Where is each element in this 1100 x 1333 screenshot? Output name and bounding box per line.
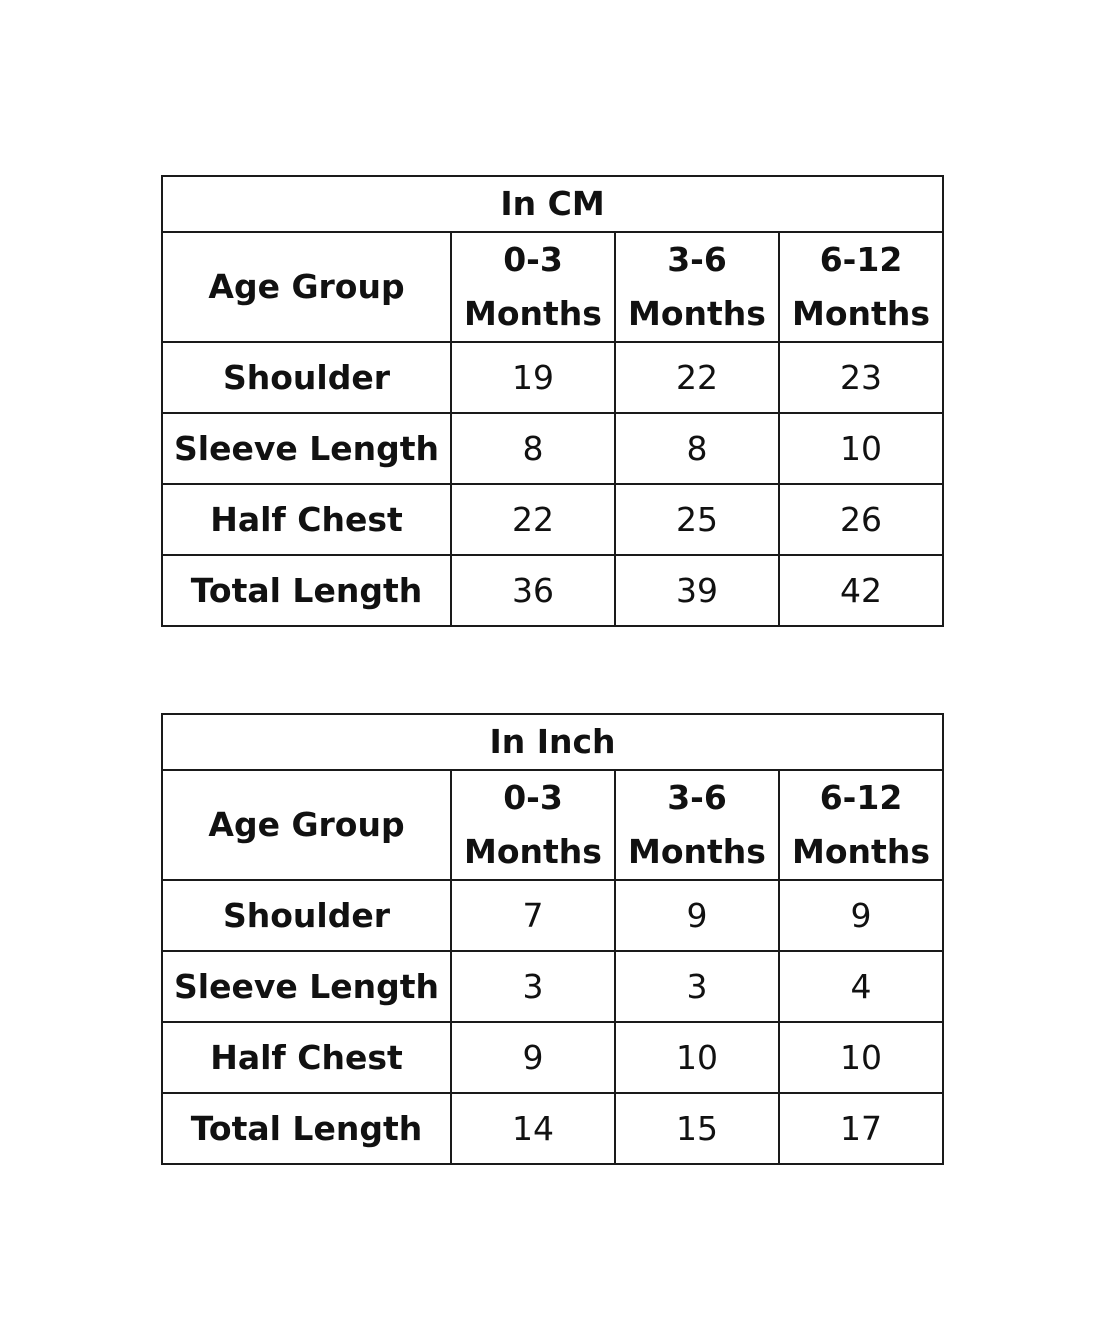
header-col-6-12-months: 6-12 Months [777,769,945,881]
cell-value: 3 [614,950,780,1023]
cell-value: 10 [614,1021,780,1094]
cell-value: 9 [777,879,945,952]
row-label: Shoulder [161,879,452,952]
table-row-shoulder: Shoulder 7 9 9 [161,879,945,952]
header-col-range: 0-3 [503,240,563,279]
table-row-half-chest: Half Chest 9 10 10 [161,1021,945,1094]
row-label: Total Length [161,554,452,627]
row-label: Sleeve Length [161,950,452,1023]
cell-value: 26 [777,483,945,556]
row-label: Half Chest [161,483,452,556]
cell-value: 39 [614,554,780,627]
table-row-sleeve-length: Sleeve Length 8 8 10 [161,412,945,485]
header-col-6-12-months: 6-12 Months [777,231,945,343]
cell-value: 9 [450,1021,616,1094]
cell-value: 14 [450,1092,616,1165]
header-col-range: 6-12 [819,240,903,279]
cell-value: 19 [450,341,616,414]
cell-value: 8 [614,412,780,485]
cell-value: 4 [777,950,945,1023]
cell-value: 42 [777,554,945,627]
header-col-unit: Months [792,294,930,333]
header-col-range: 3-6 [667,240,727,279]
cell-value: 36 [450,554,616,627]
table-title-row: In Inch [160,713,945,771]
header-col-0-3-months: 0-3 Months [450,769,616,881]
header-col-3-6-months: 3-6 Months [614,769,780,881]
table-title-row: In CM [160,175,945,233]
header-col-range: 3-6 [667,778,727,817]
size-table-cm: In CM Age Group 0-3 Months 3-6 Months 6-… [160,175,945,627]
row-label: Half Chest [161,1021,452,1094]
header-age-group: Age Group [161,769,452,881]
header-col-unit: Months [464,294,602,333]
table-row-shoulder: Shoulder 19 22 23 [161,341,945,414]
cell-value: 25 [614,483,780,556]
cell-value: 3 [450,950,616,1023]
cell-value: 9 [614,879,780,952]
table-row-sleeve-length: Sleeve Length 3 3 4 [161,950,945,1023]
header-col-unit: Months [628,832,766,871]
header-col-unit: Months [792,832,930,871]
header-col-range: 0-3 [503,778,563,817]
table-row-total-length: Total Length 14 15 17 [161,1092,945,1165]
cell-value: 23 [777,341,945,414]
header-col-unit: Months [628,294,766,333]
cell-value: 8 [450,412,616,485]
header-col-range: 6-12 [819,778,903,817]
table-title: In CM [160,175,945,233]
cell-value: 17 [777,1092,945,1165]
table-row-half-chest: Half Chest 22 25 26 [161,483,945,556]
row-label: Sleeve Length [161,412,452,485]
row-label: Shoulder [161,341,452,414]
header-col-3-6-months: 3-6 Months [614,231,780,343]
header-col-unit: Months [464,832,602,871]
cell-value: 22 [614,341,780,414]
cell-value: 15 [614,1092,780,1165]
header-col-0-3-months: 0-3 Months [450,231,616,343]
header-age-group: Age Group [161,231,452,343]
cell-value: 10 [777,1021,945,1094]
row-label: Total Length [161,1092,452,1165]
table-row-total-length: Total Length 36 39 42 [161,554,945,627]
table-header-row: Age Group 0-3 Months 3-6 Months 6-12 Mon… [161,231,945,343]
cell-value: 22 [450,483,616,556]
table-title: In Inch [160,713,945,771]
table-header-row: Age Group 0-3 Months 3-6 Months 6-12 Mon… [161,769,945,881]
size-table-inch: In Inch Age Group 0-3 Months 3-6 Months … [160,713,945,1165]
cell-value: 7 [450,879,616,952]
cell-value: 10 [777,412,945,485]
